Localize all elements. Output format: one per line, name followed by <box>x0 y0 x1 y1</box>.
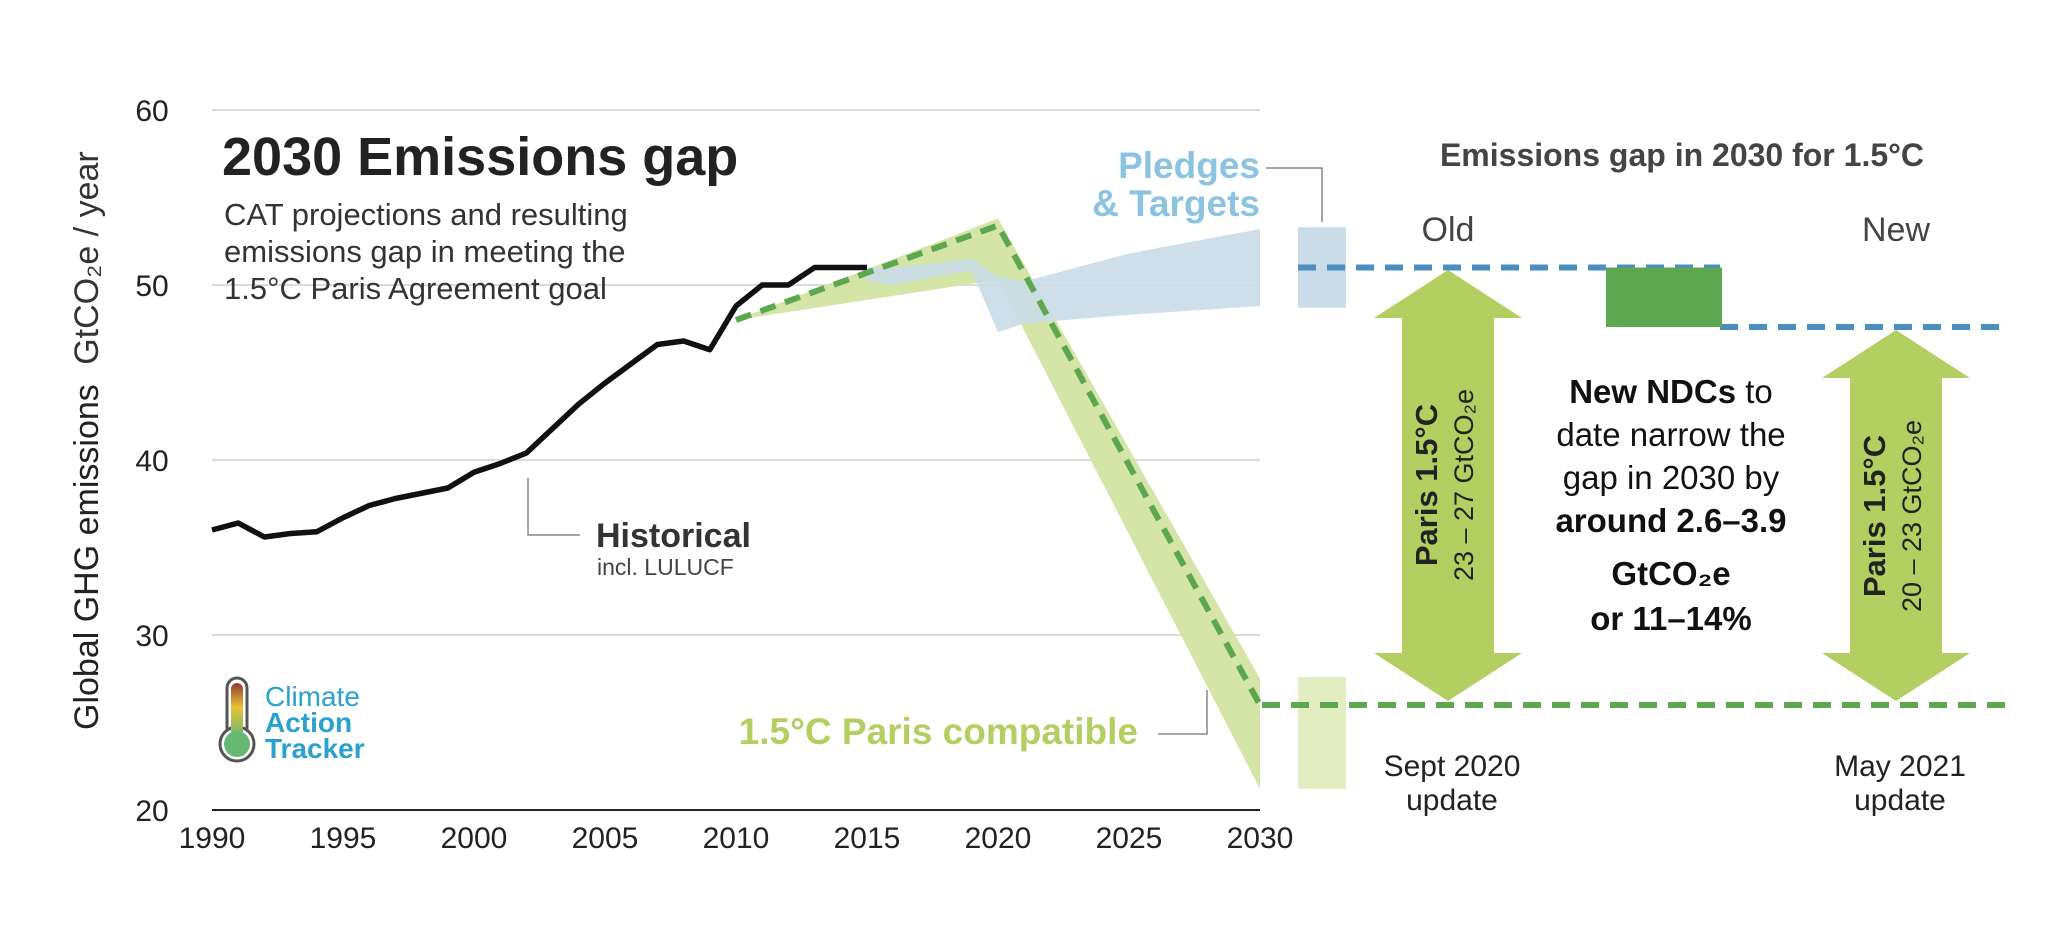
paris-2030-range-bar <box>1298 677 1346 789</box>
message-line-3: gap in 2030 by <box>1563 459 1780 496</box>
new-arrow-labels: Paris 1.5°C 20 – 23 GtCO₂e <box>1857 420 1927 612</box>
paris-label: 1.5°C Paris compatible <box>739 711 1138 752</box>
paris-leader-line <box>1158 690 1208 735</box>
pledges-label-1: Pledges <box>1118 145 1260 186</box>
x-tick-label-2000: 2000 <box>441 822 508 855</box>
x-tick-label-2010: 2010 <box>703 822 770 855</box>
old-arrow-labels: Paris 1.5°C 23 – 27 GtCO₂e <box>1409 389 1479 581</box>
y-axis-label-main: Global GHG emissions <box>68 384 106 730</box>
paris-compatible-median-line <box>734 221 1263 707</box>
new-date-line-2: update <box>1854 784 1946 817</box>
x-tick-label-1990: 1990 <box>179 822 246 855</box>
chart-title: 2030 Emissions gap <box>222 127 738 187</box>
message-bold-1: New NDCs <box>1569 373 1736 410</box>
y-axis-label: Global GHG emissions GtCO₂e / year <box>68 151 106 730</box>
new-label: New <box>1862 211 1930 249</box>
paris-compatible-band <box>736 218 1260 789</box>
new-date-line-1: May 2021 <box>1834 750 1966 783</box>
historical-label: Historical <box>596 517 751 555</box>
y-axis-ticks: 20 30 40 50 60 <box>135 95 168 828</box>
old-date-line-1: Sept 2020 <box>1384 750 1521 783</box>
x-tick-label-2025: 2025 <box>1096 822 1163 855</box>
pledges-label-2: & Targets <box>1092 183 1260 224</box>
logo-line-1: Climate <box>265 681 360 712</box>
old-gap-arrow <box>1374 270 1522 701</box>
series-layer <box>211 218 1263 789</box>
y-tick-label-50: 50 <box>135 270 168 303</box>
x-tick-label-2005: 2005 <box>572 822 639 855</box>
historical-line <box>211 264 867 540</box>
new-arrow-sub: 20 – 23 GtCO₂e <box>1897 420 1927 612</box>
message-line-1: New NDCs to <box>1569 373 1773 410</box>
message-line-2: date narrow the <box>1556 416 1785 453</box>
old-date-line-2: update <box>1406 784 1498 817</box>
new-gap-arrow <box>1822 330 1970 701</box>
new-arrow-title: Paris 1.5°C <box>1857 435 1892 597</box>
pledges-targets-band <box>867 229 1260 333</box>
climate-action-tracker-logo: Climate Action Tracker <box>218 676 365 764</box>
x-tick-label-1995: 1995 <box>310 822 377 855</box>
x-tick-label-2015: 2015 <box>834 822 901 855</box>
message-line-5: GtCO₂e <box>1611 555 1730 592</box>
chart-subtitle-2: emissions gap in meeting the <box>224 234 626 269</box>
thermometer-icon <box>218 676 256 763</box>
y-tick-label-30: 30 <box>135 620 168 653</box>
logo-line-2: Action <box>265 707 352 738</box>
message-line-6: or 11–14% <box>1590 600 1751 637</box>
chart-subtitle-1: CAT projections and resulting <box>224 197 628 232</box>
gap-message: New NDCs to date narrow the gap in 2030 … <box>1555 373 1786 637</box>
y-tick-label-60: 60 <box>135 95 168 128</box>
y-axis-label-unit: GtCO₂e / year <box>68 151 106 364</box>
historical-sublabel: incl. LULUCF <box>597 554 734 580</box>
gap-panel-title: Emissions gap in 2030 for 1.5°C <box>1440 137 1924 173</box>
old-label: Old <box>1422 211 1475 249</box>
message-text-1: to <box>1736 373 1773 410</box>
y-tick-label-40: 40 <box>135 445 168 478</box>
logo-line-3: Tracker <box>265 733 365 764</box>
x-axis-ticks: 1990 1995 2000 2005 2010 2015 2020 2025 2030 <box>179 822 1294 855</box>
y-tick-label-20: 20 <box>135 795 168 828</box>
x-tick-label-2030: 2030 <box>1227 822 1294 855</box>
chart-subtitle-3: 1.5°C Paris Agreement goal <box>224 271 607 306</box>
x-tick-label-2020: 2020 <box>965 822 1032 855</box>
old-arrow-sub: 23 – 27 GtCO₂e <box>1449 389 1479 581</box>
pledges-leader-line <box>1266 167 1323 222</box>
message-line-4: around 2.6–3.9 <box>1555 502 1786 539</box>
gap-narrowing-block <box>1606 267 1722 327</box>
historical-leader-line <box>527 478 580 536</box>
old-arrow-title: Paris 1.5°C <box>1409 404 1444 566</box>
